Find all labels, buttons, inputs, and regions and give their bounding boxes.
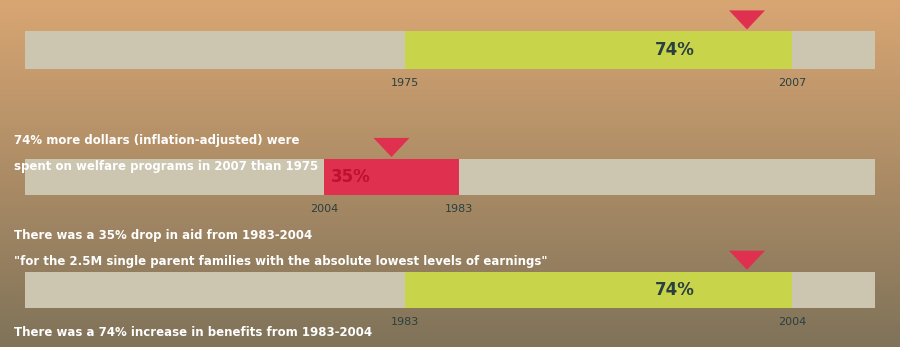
Bar xyxy=(25,271,875,308)
Text: 1983: 1983 xyxy=(445,204,473,214)
Text: There was a 35% drop in aid from 1983-2004: There was a 35% drop in aid from 1983-20… xyxy=(14,229,311,242)
Text: 74% more dollars (inflation-adjusted) were: 74% more dollars (inflation-adjusted) we… xyxy=(14,134,299,146)
Text: 74%: 74% xyxy=(655,281,695,299)
Text: 2004: 2004 xyxy=(778,316,806,327)
Text: 74%: 74% xyxy=(655,41,695,59)
Bar xyxy=(324,159,459,195)
Text: spent on welfare programs in 2007 than 1975: spent on welfare programs in 2007 than 1… xyxy=(14,160,318,172)
Polygon shape xyxy=(729,10,765,29)
Text: 1975: 1975 xyxy=(391,78,419,88)
Text: 35%: 35% xyxy=(331,168,371,186)
Bar xyxy=(405,31,792,69)
Text: There was a 74% increase in benefits from 1983-2004: There was a 74% increase in benefits fro… xyxy=(14,326,372,339)
Text: 1983: 1983 xyxy=(391,316,419,327)
Text: 2004: 2004 xyxy=(310,204,338,214)
Polygon shape xyxy=(374,138,410,157)
Bar xyxy=(25,31,875,69)
Bar xyxy=(25,159,875,195)
Polygon shape xyxy=(729,251,765,270)
Text: "for the 2.5M single parent families with the absolute lowest levels of earnings: "for the 2.5M single parent families wit… xyxy=(14,255,547,268)
Bar xyxy=(405,271,792,308)
Text: 2007: 2007 xyxy=(778,78,806,88)
